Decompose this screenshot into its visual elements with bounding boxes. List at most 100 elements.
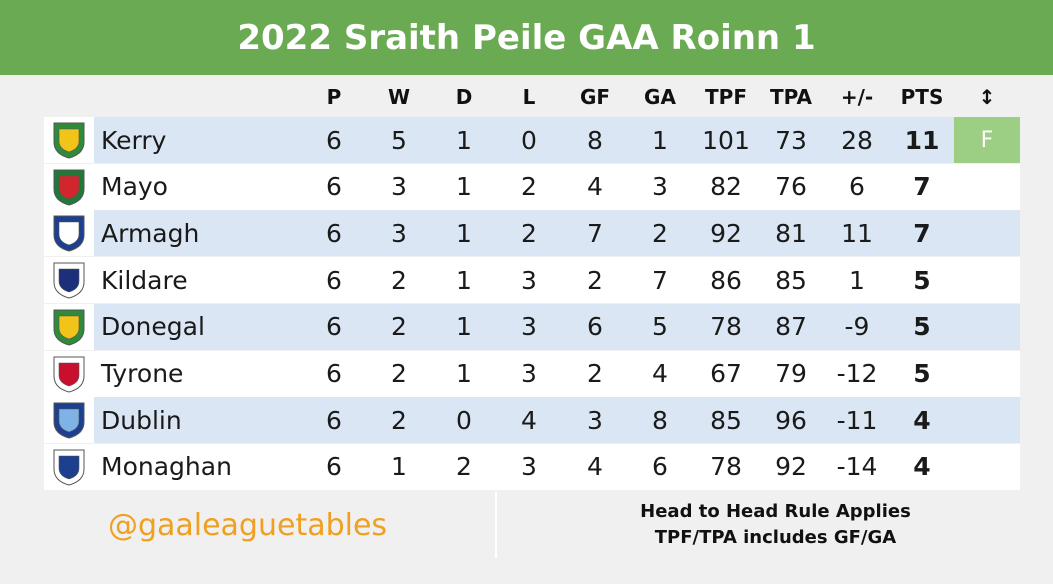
table-row: Tyrone 6 2 1 3 2 4 67 79 -12 5 — [44, 350, 1020, 397]
cell-w: 2 — [391, 312, 407, 342]
cell-l: 3 — [521, 359, 537, 388]
cell-d: 1 — [456, 172, 472, 202]
cell-gf: 4 — [587, 172, 603, 202]
cell-gf: 7 — [587, 218, 603, 248]
col-header-l: L — [522, 85, 536, 109]
col-header-gf: GF — [579, 85, 611, 109]
cell-ga: 4 — [652, 359, 668, 388]
cell-pts: 5 — [913, 359, 931, 388]
team-name: Donegal — [101, 312, 205, 342]
cell-diff: 6 — [849, 172, 865, 202]
cell-ga: 5 — [652, 312, 668, 342]
cell-d: 1 — [456, 265, 472, 295]
cell-w: 2 — [391, 265, 407, 295]
cell-gf: 3 — [587, 405, 603, 435]
cell-d: 1 — [456, 359, 472, 388]
table-row: Kildare 6 2 1 3 2 7 86 85 1 5 — [44, 257, 1020, 304]
status-badge: F — [954, 117, 1020, 163]
table-row: Dublin 6 2 0 4 3 8 85 96 -11 4 — [44, 397, 1020, 444]
cell-tpa: 76 — [775, 172, 807, 202]
mayo-crest-icon — [44, 163, 94, 210]
col-header-diff: +/- — [840, 85, 874, 109]
col-header-w: W — [387, 85, 411, 109]
col-header-sort-icon[interactable]: ↕ — [978, 85, 996, 109]
cell-p: 6 — [326, 125, 342, 155]
col-header-tpa: TPA — [770, 85, 812, 109]
cell-ga: 8 — [652, 405, 668, 435]
cell-p: 6 — [326, 405, 342, 435]
cell-tpa: 73 — [775, 125, 807, 155]
cell-p: 6 — [326, 218, 342, 248]
cell-d: 1 — [456, 125, 472, 155]
cell-diff: -14 — [836, 452, 878, 482]
cell-tpa: 87 — [775, 312, 807, 342]
cell-w: 3 — [391, 172, 407, 202]
cell-pts: 11 — [904, 125, 940, 155]
cell-pts: 7 — [913, 172, 931, 202]
table-header: P W D L GF GA TPF TPA +/- PTS ↕ — [0, 78, 1053, 116]
team-name: Kildare — [101, 265, 188, 295]
cell-w: 2 — [391, 359, 407, 388]
dublin-crest-icon — [44, 397, 94, 444]
note-head-to-head: Head to Head Rule Applies — [640, 501, 911, 522]
social-handle: @gaaleaguetables — [107, 507, 388, 543]
cell-tpf: 78 — [710, 312, 742, 342]
title-bar: 2022 Sraith Peile GAA Roinn 1 — [0, 0, 1053, 75]
cell-tpa: 81 — [775, 218, 807, 248]
cell-gf: 2 — [587, 359, 603, 388]
cell-diff: -11 — [836, 405, 878, 435]
team-name: Armagh — [101, 218, 200, 248]
cell-w: 3 — [391, 218, 407, 248]
cell-l: 0 — [521, 125, 537, 155]
armagh-crest-icon — [44, 210, 94, 257]
cell-w: 2 — [391, 405, 407, 435]
kerry-crest-icon — [44, 117, 94, 163]
cell-diff: -12 — [836, 359, 878, 388]
kildare-crest-icon — [44, 257, 94, 304]
col-header-tpf: TPF — [705, 85, 747, 109]
col-header-d: D — [455, 85, 473, 109]
cell-d: 1 — [456, 218, 472, 248]
cell-l: 2 — [521, 218, 537, 248]
cell-diff: 28 — [841, 125, 873, 155]
cell-tpa: 85 — [775, 265, 807, 295]
table-row: Armagh 6 3 1 2 7 2 92 81 11 7 — [44, 210, 1020, 257]
cell-tpf: 82 — [710, 172, 742, 202]
cell-d: 2 — [456, 452, 472, 482]
cell-pts: 4 — [913, 405, 931, 435]
cell-d: 0 — [456, 405, 472, 435]
cell-p: 6 — [326, 312, 342, 342]
donegal-crest-icon — [44, 303, 94, 350]
cell-w: 1 — [391, 452, 407, 482]
cell-d: 1 — [456, 312, 472, 342]
cell-p: 6 — [326, 172, 342, 202]
cell-tpa: 92 — [775, 452, 807, 482]
cell-ga: 6 — [652, 452, 668, 482]
team-name: Mayo — [101, 172, 168, 202]
cell-tpf: 67 — [710, 359, 742, 388]
cell-l: 2 — [521, 172, 537, 202]
cell-diff: 11 — [841, 218, 873, 248]
cell-l: 4 — [521, 405, 537, 435]
cell-tpf: 92 — [710, 218, 742, 248]
cell-gf: 2 — [587, 265, 603, 295]
cell-l: 3 — [521, 265, 537, 295]
cell-p: 6 — [326, 359, 342, 388]
cell-gf: 8 — [587, 125, 603, 155]
cell-diff: 1 — [849, 265, 865, 295]
cell-ga: 3 — [652, 172, 668, 202]
cell-pts: 7 — [913, 218, 931, 248]
cell-gf: 4 — [587, 452, 603, 482]
page-title: 2022 Sraith Peile GAA Roinn 1 — [237, 17, 816, 58]
cell-pts: 4 — [913, 452, 931, 482]
cell-tpa: 79 — [775, 359, 807, 388]
team-name: Dublin — [101, 405, 182, 435]
tyrone-crest-icon — [44, 350, 94, 397]
cell-tpa: 96 — [775, 405, 807, 435]
col-header-ga: GA — [644, 85, 676, 109]
col-header-p: P — [326, 85, 342, 109]
footer-notes: Head to Head Rule Applies TPF/TPA includ… — [498, 492, 1053, 558]
table-row: Donegal 6 2 1 3 6 5 78 87 -9 5 — [44, 303, 1020, 350]
team-name: Tyrone — [101, 359, 184, 388]
cell-ga: 7 — [652, 265, 668, 295]
